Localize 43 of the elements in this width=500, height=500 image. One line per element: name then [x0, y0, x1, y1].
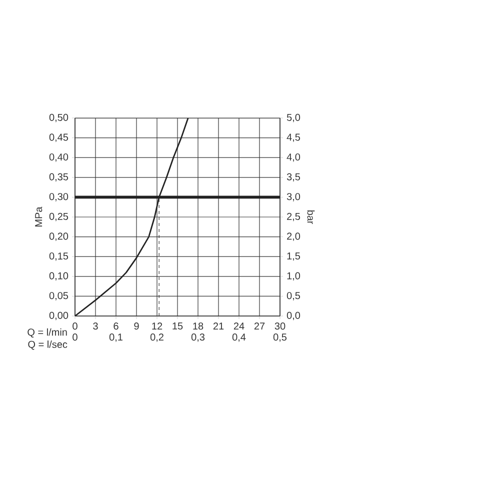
- y-tick-label: 0,40: [49, 153, 68, 162]
- x2-tick-label: 0,1: [109, 334, 122, 342]
- y-tick-label: 0,30: [49, 193, 68, 202]
- y2-tick-label: 1,0: [287, 272, 300, 281]
- y-tick-label: 0,00: [49, 312, 68, 320]
- x2-tick-label: 0,2: [150, 334, 164, 342]
- y2-tick-label: 5,0: [286, 114, 300, 122]
- y-tick-label: 0,05: [49, 292, 68, 300]
- x2-tick-label: 0,3: [191, 334, 205, 342]
- y-tick-label: 0,35: [49, 173, 68, 182]
- x2-axis-title: Q = l/sec: [28, 340, 68, 350]
- y2-tick-label: 3,5: [286, 173, 300, 182]
- y2-tick-label: 4,0: [286, 153, 300, 162]
- y-axis-title: MPa: [35, 206, 42, 226]
- y2-tick-label: 0,5: [286, 292, 300, 300]
- y-tick-label: 0,25: [49, 212, 68, 222]
- x-axis-title: Q = l/min: [28, 328, 67, 338]
- y2-tick-label: 1,5: [287, 252, 300, 261]
- y-tick-label: 0,15: [49, 252, 68, 261]
- x-tick-label: 21: [213, 322, 224, 330]
- x-tick-label: 24: [234, 322, 244, 330]
- y-tick-label: 0,50: [49, 114, 68, 122]
- y-tick-label: 0,10: [49, 272, 68, 281]
- x-tick-label: 3: [93, 322, 98, 330]
- x2-tick-label: 0,4: [232, 334, 246, 342]
- y2-tick-label: 0,0: [286, 312, 300, 320]
- y2-tick-label: 2,5: [287, 212, 300, 222]
- x-tick-label: 0: [72, 322, 78, 330]
- x-tick-label: 9: [134, 322, 139, 330]
- y2-tick-label: 3,0: [286, 193, 300, 202]
- x-tick-label: 18: [193, 322, 204, 330]
- x-tick-label: 12: [152, 322, 162, 330]
- y-tick-label: 0,45: [49, 134, 68, 142]
- y2-tick-label: 4,5: [286, 134, 300, 142]
- y2-tick-label: 2,0: [287, 232, 300, 241]
- x-tick-label: 15: [172, 322, 183, 330]
- x2-tick-label: 0: [72, 334, 78, 341]
- x-tick-label: 6: [114, 322, 118, 330]
- y-tick-label: 0,20: [49, 232, 68, 241]
- x-tick-label: 27: [254, 322, 265, 330]
- x2-tick-label: 0,5: [273, 334, 287, 342]
- x-tick-label: 30: [274, 322, 286, 330]
- y2-axis-title: bar: [307, 210, 315, 224]
